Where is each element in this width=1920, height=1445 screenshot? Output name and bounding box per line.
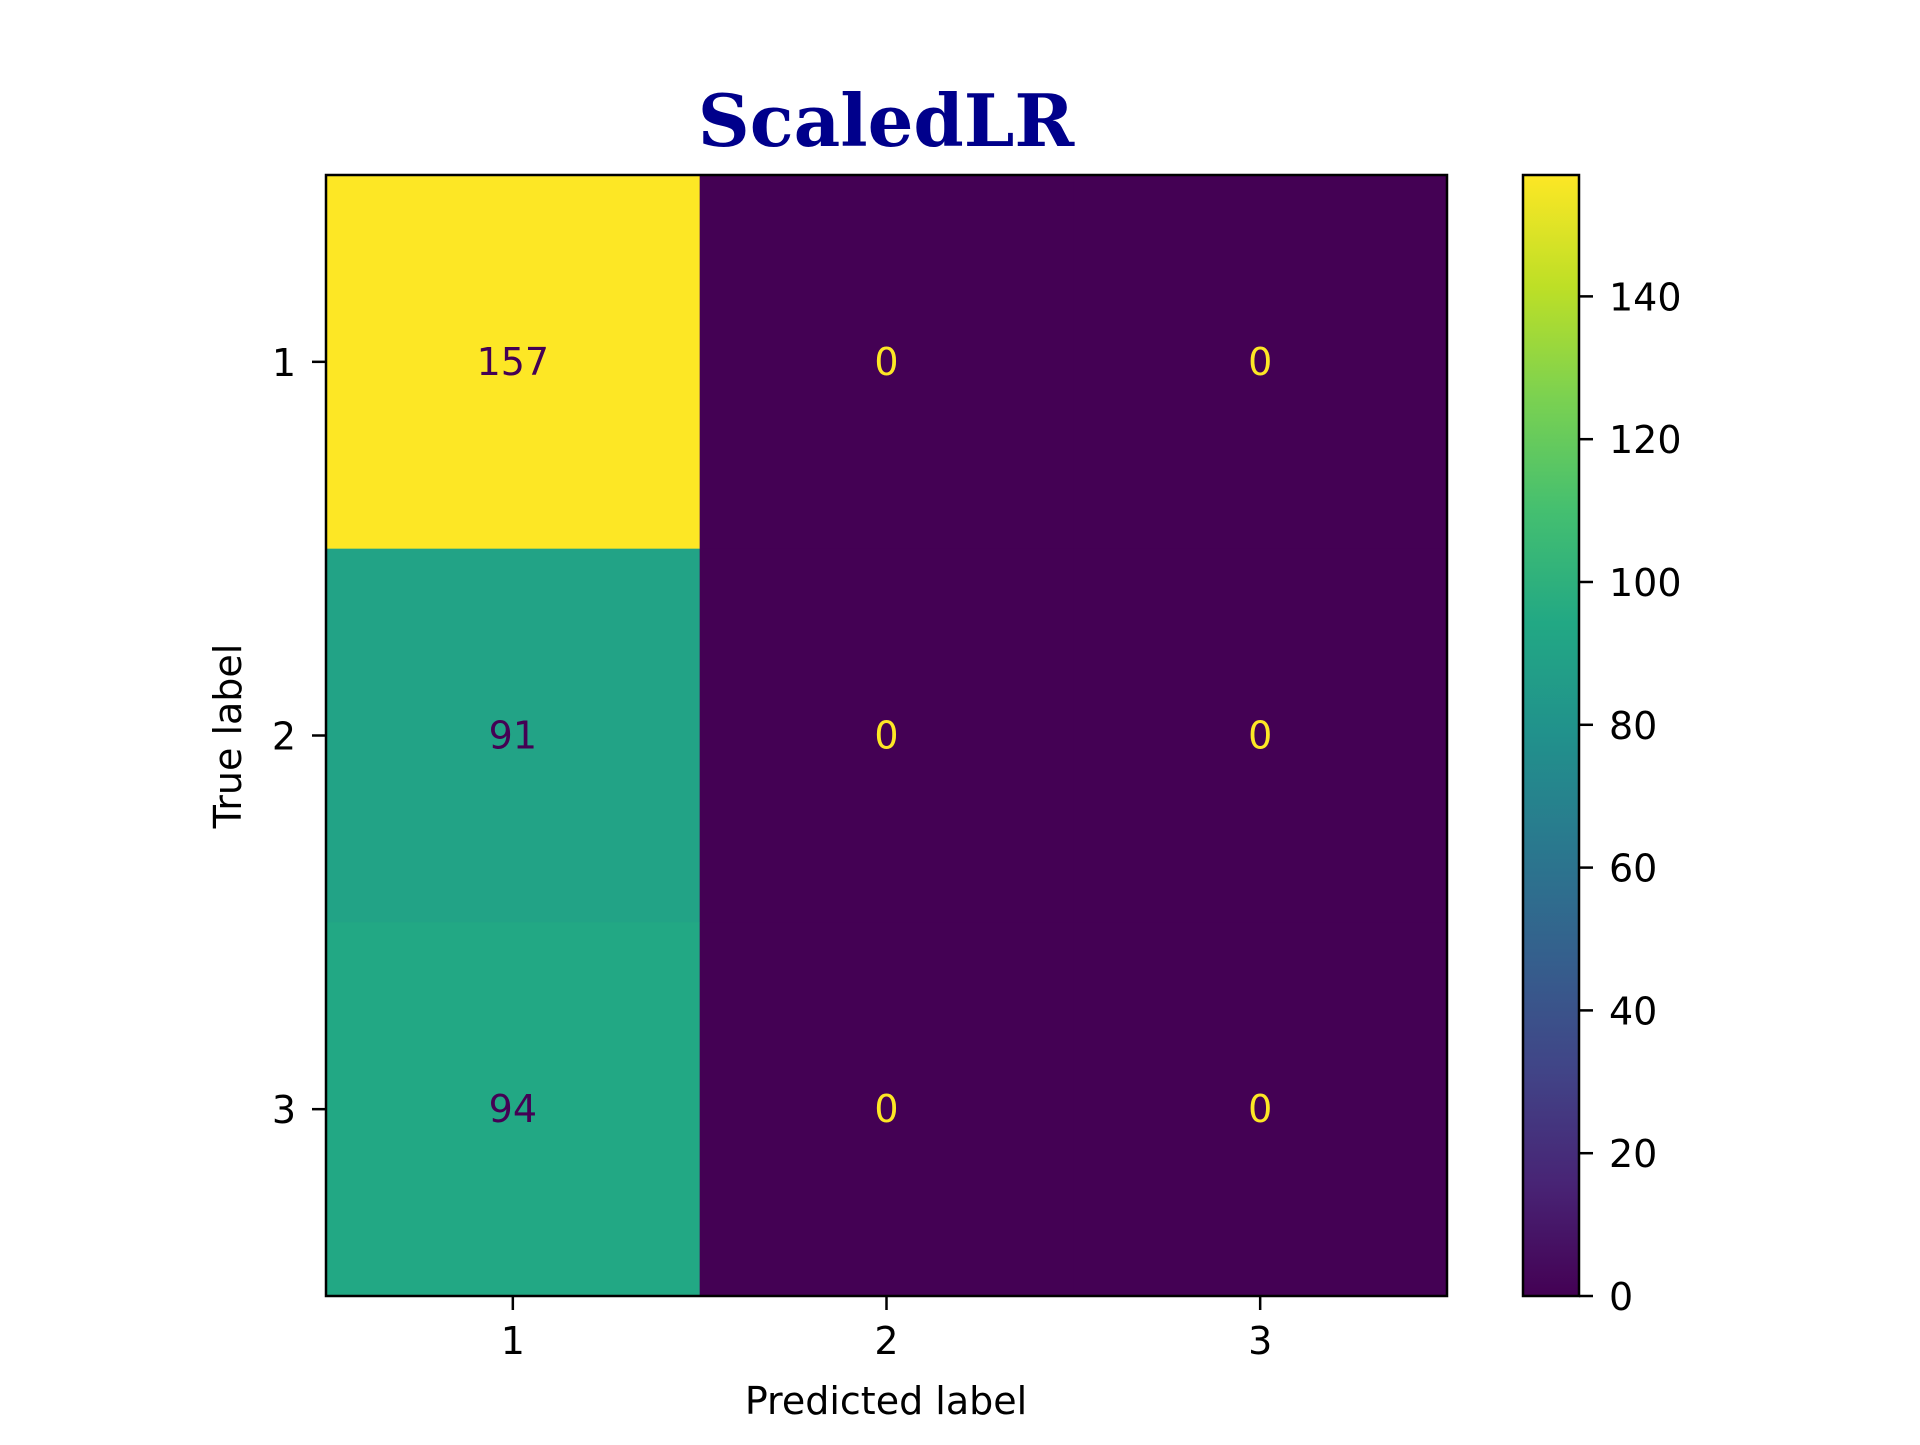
heatmap-cell xyxy=(699,548,1074,923)
x-axis-label: Predicted label xyxy=(745,1379,1027,1423)
heatmap-cell xyxy=(326,548,701,923)
heatmap-cell xyxy=(1073,548,1448,923)
cell-value-label: 0 xyxy=(1248,714,1272,758)
colorbar-tick-label: 40 xyxy=(1609,989,1657,1033)
cell-value-label: 157 xyxy=(477,340,550,384)
heatmap-cell xyxy=(699,175,1074,550)
heatmap-cell xyxy=(326,175,701,550)
cell-value-label: 91 xyxy=(489,714,537,758)
heatmap-cells xyxy=(326,175,1448,1297)
x-tick-label: 1 xyxy=(501,1319,525,1363)
colorbar-tick-label: 20 xyxy=(1609,1132,1657,1176)
y-tick-label: 1 xyxy=(272,341,296,385)
cell-value-label: 94 xyxy=(489,1087,537,1131)
colorbar-tick-label: 80 xyxy=(1609,704,1657,748)
x-tick-label: 3 xyxy=(1248,1319,1272,1363)
y-tick-label: 2 xyxy=(272,715,296,759)
colorbar-tick-label: 140 xyxy=(1609,275,1682,319)
cell-value-label: 0 xyxy=(874,714,898,758)
heatmap-cell xyxy=(1073,922,1448,1297)
heatmap-cell xyxy=(1073,175,1448,550)
cell-value-label: 0 xyxy=(874,340,898,384)
cell-value-label: 0 xyxy=(874,1087,898,1131)
cell-value-label: 0 xyxy=(1248,1087,1272,1131)
colorbar-ticks: 0 20 40 60 80 100 120 140 xyxy=(1579,275,1682,1319)
y-tick-label: 3 xyxy=(272,1088,296,1132)
colorbar-tick-label: 0 xyxy=(1609,1275,1633,1319)
colorbar-tick-label: 100 xyxy=(1609,561,1682,605)
x-tick-label: 2 xyxy=(874,1319,898,1363)
colorbar-tick-label: 120 xyxy=(1609,418,1682,462)
y-axis-label: True label xyxy=(206,644,250,830)
colorbar xyxy=(1521,173,1581,1298)
heatmap-cell xyxy=(326,922,701,1297)
x-axis-ticks: 1 2 3 xyxy=(501,1296,1272,1363)
cell-value-label: 0 xyxy=(1248,340,1272,384)
chart-title: ScaledLR xyxy=(698,78,1076,163)
y-axis-ticks: 1 2 3 xyxy=(272,341,326,1132)
heatmap-cell-labels: 157 0 0 91 0 0 94 0 0 xyxy=(477,340,1273,1131)
heatmap-cell xyxy=(699,922,1074,1297)
colorbar-tick-label: 60 xyxy=(1609,847,1657,891)
